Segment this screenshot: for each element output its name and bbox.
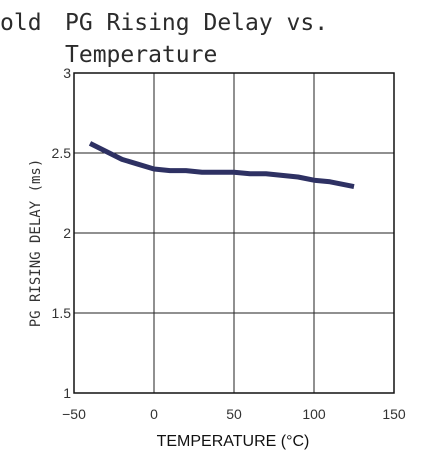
series-layer xyxy=(88,141,355,190)
y-tick-label-4: 3 xyxy=(63,65,71,81)
x-tick-label-4: 150 xyxy=(382,406,406,422)
y-tick-label-3: 2.5 xyxy=(52,145,72,161)
plot-frame xyxy=(73,72,395,394)
x-axis-label: TEMPERATURE (°C) xyxy=(157,433,310,450)
grid xyxy=(74,73,394,393)
x-axis-ticks: −50 0 50 100 150 xyxy=(62,406,406,422)
chart-title-line1: PG Rising Delay vs. xyxy=(65,10,328,36)
y-axis-ticks: 1 1.5 2 2.5 3 xyxy=(52,65,72,401)
series-line-0 xyxy=(88,141,355,190)
chart-title-fragment: old xyxy=(0,10,42,36)
x-tick-label-0: −50 xyxy=(62,406,86,422)
y-axis-label: PG RISING DELAY (ms) xyxy=(28,159,44,328)
x-tick-label-2: 50 xyxy=(226,406,242,422)
y-tick-label-1: 1.5 xyxy=(52,305,72,321)
x-tick-label-1: 0 xyxy=(150,406,158,422)
chart-title-line2: Temperature xyxy=(65,42,217,68)
x-tick-label-3: 100 xyxy=(302,406,326,422)
y-tick-label-2: 2 xyxy=(63,225,71,241)
y-tick-label-0: 1 xyxy=(63,385,71,401)
